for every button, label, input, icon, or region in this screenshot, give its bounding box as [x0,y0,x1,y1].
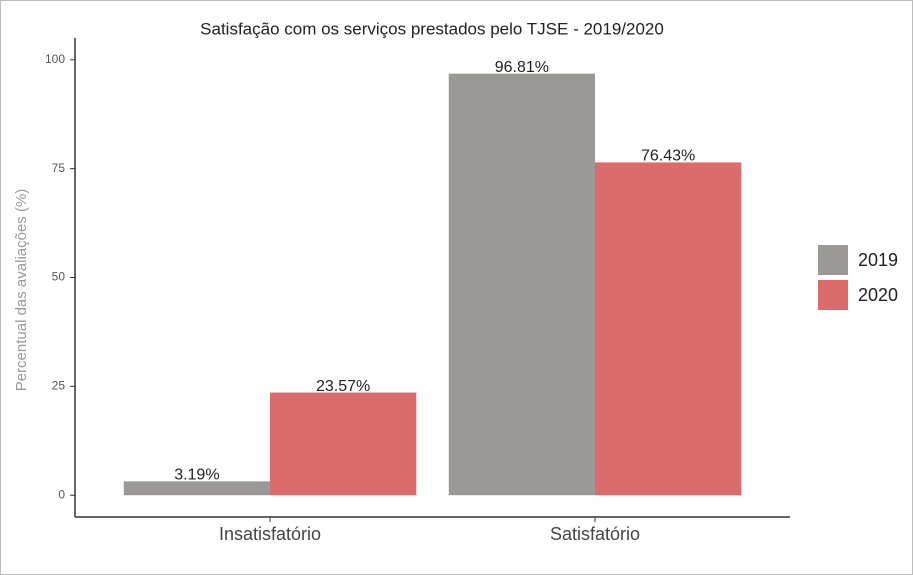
bar [448,73,595,496]
value-label: 23.57% [316,378,370,395]
y-axis-label: Percentual das avaliações (%) [13,189,30,392]
legend-swatch [818,280,848,310]
value-label: 96.81% [495,59,549,76]
legend-swatch [818,245,848,275]
y-tick-label: 50 [52,270,66,284]
bar [270,392,417,496]
value-label: 3.19% [174,467,219,484]
y-tick-label: 75 [52,161,66,175]
legend-label: 2019 [858,250,898,270]
x-tick-label: Insatisfatório [219,524,321,544]
bar [123,481,270,496]
chart-title: Satisfação com os serviços prestados pel… [200,19,664,38]
y-tick-label: 25 [52,379,66,393]
y-tick-label: 0 [58,487,65,501]
bar [595,162,742,496]
value-label: 76.43% [641,148,695,165]
y-tick-label: 100 [45,52,65,66]
legend-label: 2020 [858,285,898,305]
x-tick-label: Satisfatório [550,524,640,544]
